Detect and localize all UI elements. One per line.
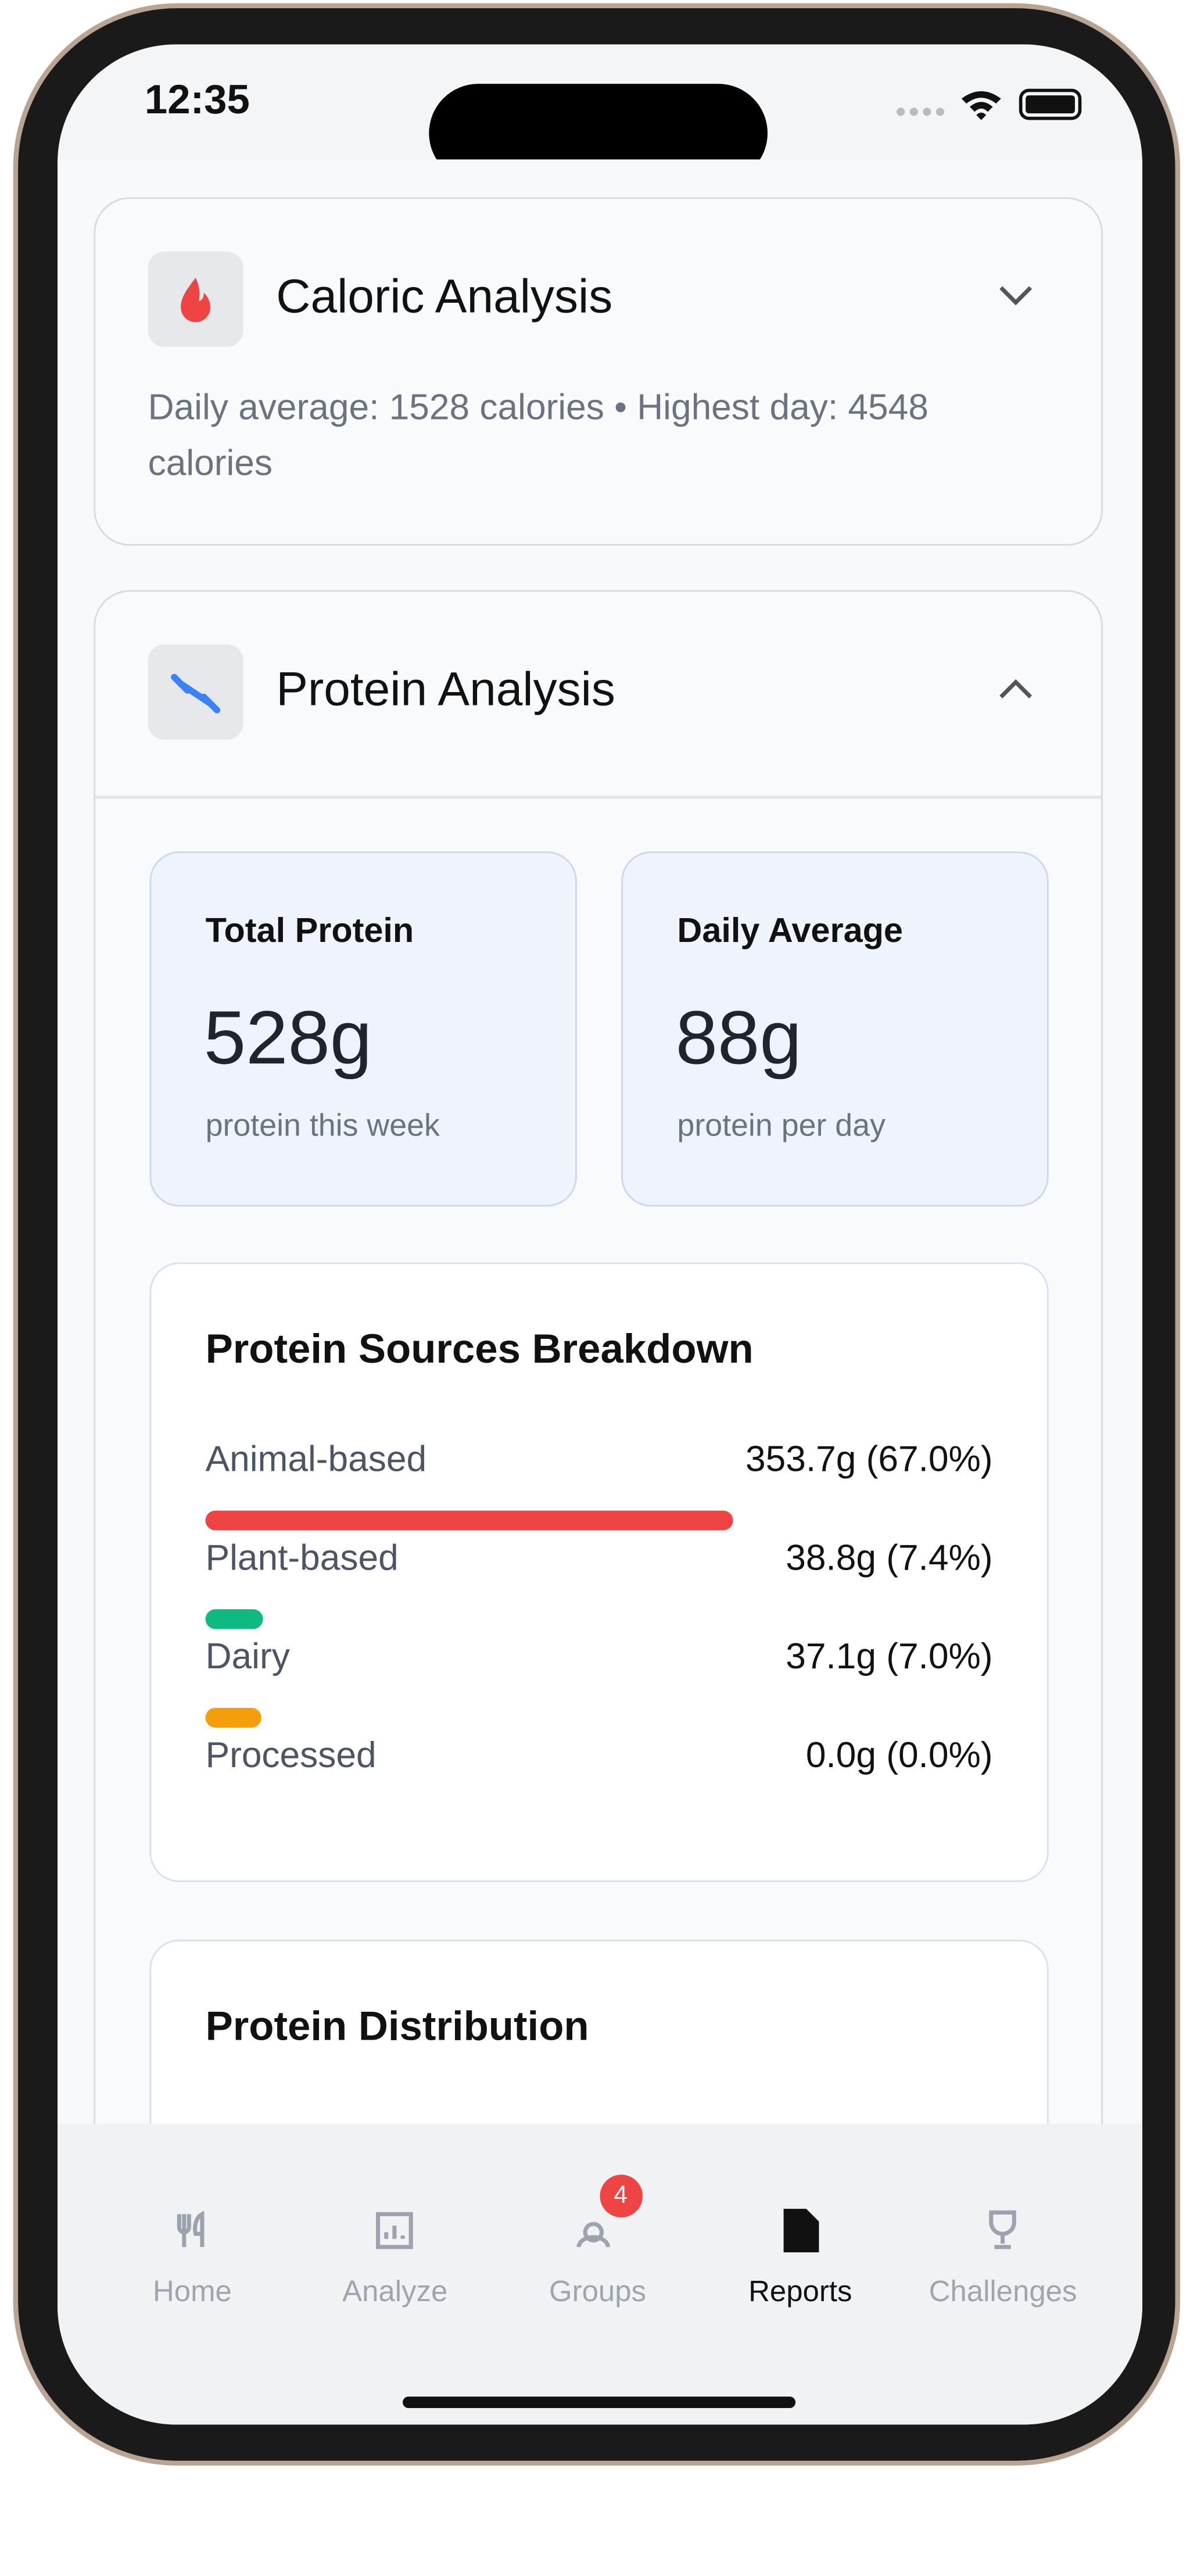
source-name: Plant-based [205,1536,399,1578]
source-name: Animal-based [205,1438,427,1479]
status-icons [897,88,1082,120]
tab-badge: 4 [599,2174,642,2217]
tab-icon [177,2210,205,2247]
tab-label: Home [153,2274,232,2308]
protein-card: Protein Analysis Total Protein 528g protei… [94,590,1103,2425]
stat-label: Daily Average [677,912,903,950]
tab-icon [783,2209,819,2253]
divider [95,796,1102,798]
protein-title: Protein Analysis [276,664,615,717]
stat-label: Total Protein [205,912,414,950]
stat-caption: protein per day [677,1109,886,1144]
tab[interactable]: Home [94,2173,291,2338]
tab[interactable]: Groups 4 [499,2173,696,2338]
tab-label: Groups [549,2274,646,2308]
source-value: 0.0g (0.0%) [805,1734,993,1775]
distribution-title: Protein Distribution [205,2004,589,2050]
source-name: Processed [205,1734,377,1775]
tab-icon [576,2222,610,2248]
tab-label: Analyze [342,2274,448,2308]
caloric-card: Caloric Analysis Daily average: 1528 cal… [94,197,1103,546]
source-value: 38.8g (7.4%) [786,1536,993,1578]
breakdown-card: Protein Sources Breakdown Animal-based 35… [149,1262,1049,1882]
tab[interactable]: Reports [702,2173,899,2338]
caloric-title: Caloric Analysis [276,271,613,324]
source-bar [205,1510,733,1531]
caloric-icon [148,251,243,347]
stat-card: Daily Average 88g protein per day [621,851,1049,1207]
breakdown-title: Protein Sources Breakdown [205,1326,754,1373]
tab-bar: Home Analyze Groups 4 Reports Challenges [58,2123,1142,2425]
source-bar [205,1708,261,1728]
source-value: 353.7g (67.0%) [745,1438,993,1479]
source-value: 37.1g (7.0%) [786,1635,993,1677]
home-indicator [403,2396,796,2409]
tab-label: Reports [748,2274,852,2308]
stat-card: Total Protein 528g protein this week [149,851,577,1207]
tab-label: Challenges [929,2274,1077,2308]
status-time: 12:35 [144,77,250,124]
source-name: Dairy [205,1635,290,1677]
protein-icon [148,644,243,740]
stat-caption: protein this week [205,1109,440,1144]
screen: 12:35 Caloric Analysis Daily average: 15… [58,44,1142,2425]
tab[interactable]: Analyze [296,2173,493,2338]
tab-icon [989,2210,1017,2249]
collapse-chevron[interactable] [996,676,1035,702]
stat-value: 88g [675,994,802,1080]
source-bar [205,1609,264,1629]
tab-icon [376,2212,414,2249]
stat-value: 528g [203,994,372,1080]
caloric-summary: Daily average: 1528 calories • Highest d… [148,386,929,483]
expand-chevron[interactable] [996,283,1035,309]
tab[interactable]: Challenges [904,2173,1101,2338]
